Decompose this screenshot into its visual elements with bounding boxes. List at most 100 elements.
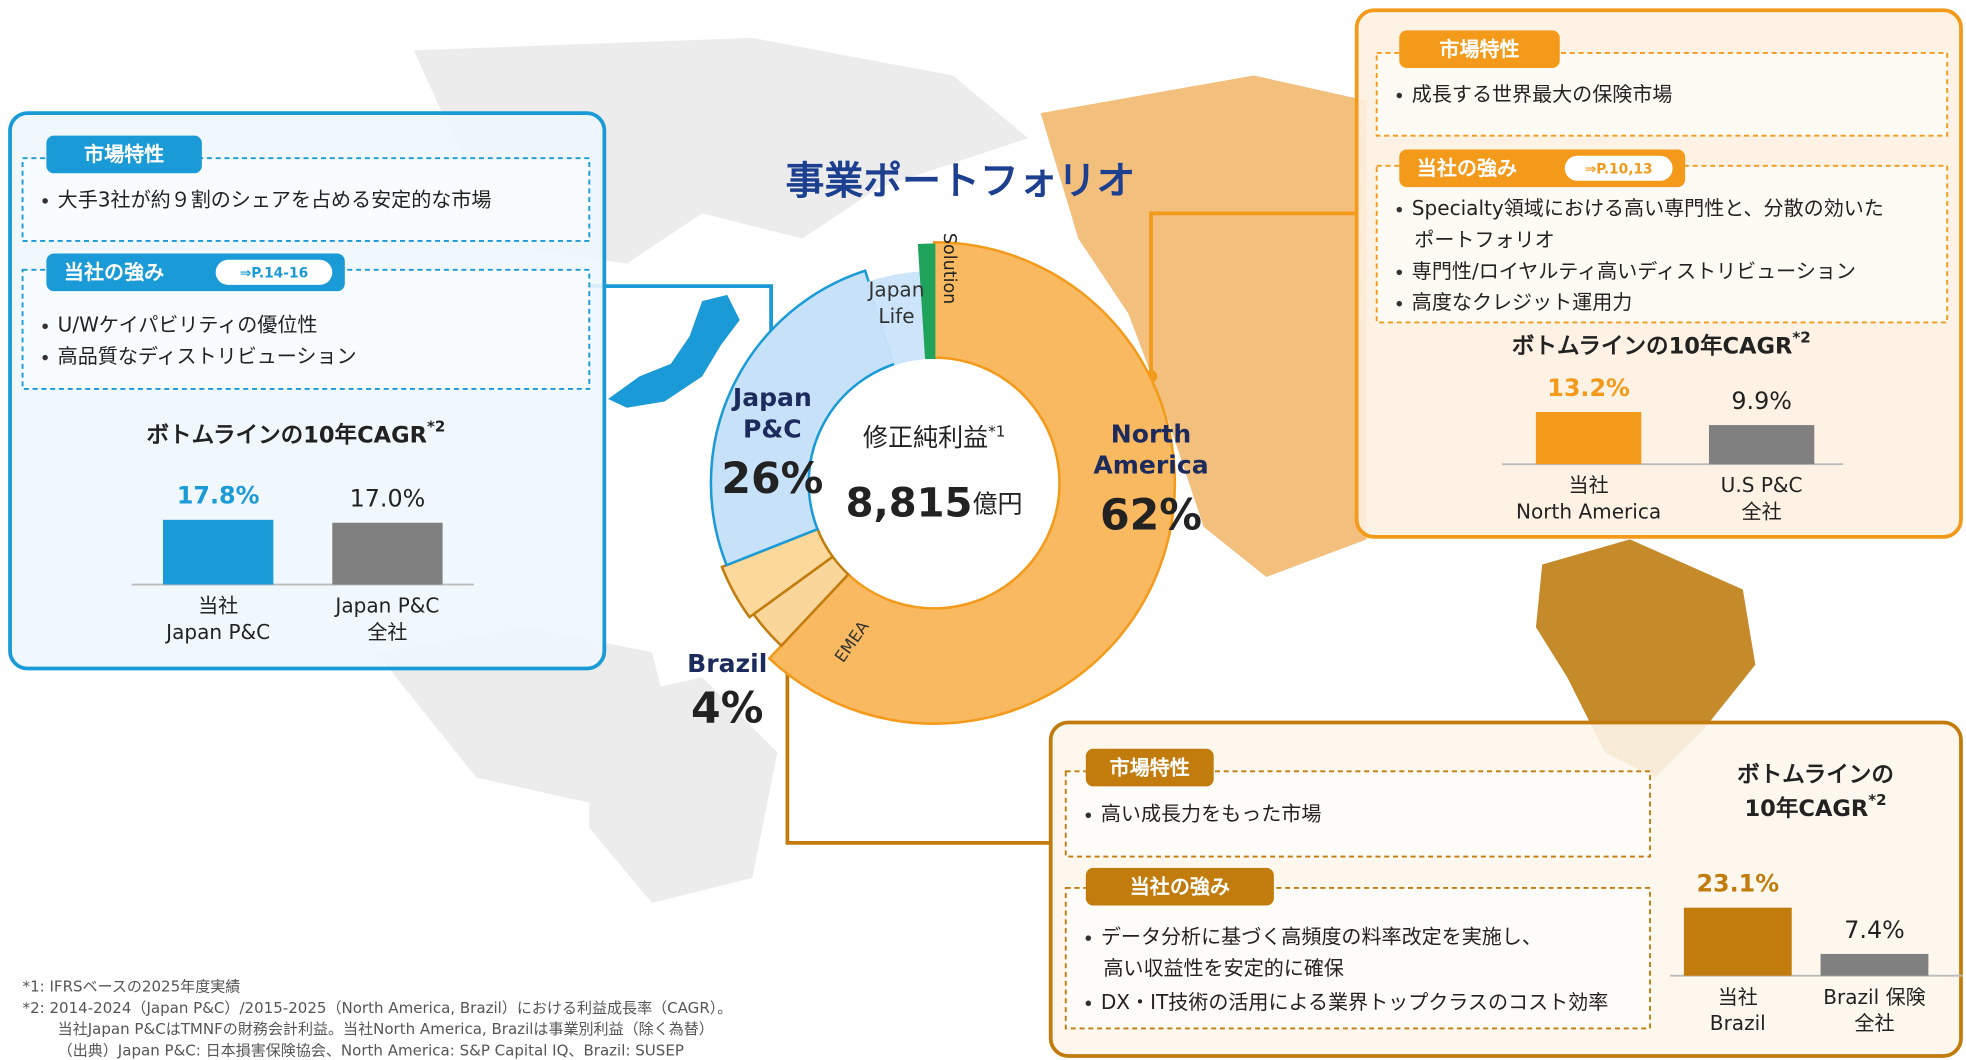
bar-value-label: 23.1%: [1696, 870, 1779, 898]
bullet-dot: [42, 354, 48, 361]
x-tick-label: U.S P&C: [1721, 473, 1803, 497]
page-ref: ⇒P.14-16: [240, 266, 308, 282]
segment-label: P&C: [743, 414, 802, 443]
map-north-america: [1040, 75, 1367, 578]
donut-segment: [709, 269, 897, 567]
center-value-number: 8,815: [846, 481, 973, 527]
bar: [332, 522, 443, 585]
section-pill: [1085, 748, 1214, 787]
bar: [1820, 953, 1929, 976]
x-tick-label: 全社: [1742, 500, 1782, 524]
bar-chart-title-text: ボトムラインの: [1737, 762, 1894, 788]
x-tick-label: 当社: [198, 594, 238, 618]
bullet-text: 高度なクレジット運用力: [1412, 290, 1633, 314]
bullet-text: 大手3社が約９割のシェアを占める安定的な市場: [58, 187, 492, 211]
bar-chart-title-note: *2: [1792, 328, 1810, 346]
segment-value: 62%: [1100, 491, 1202, 541]
bullet-dot: [1396, 269, 1403, 276]
bar-chart-title-text: ボトムラインの10年CAGR: [1512, 332, 1792, 359]
x-tick-label: North America: [1516, 500, 1661, 524]
bullet-text: 専門性/ロイヤルティ高いディストリビューション: [1412, 259, 1856, 283]
map-brazil: [1535, 539, 1756, 778]
center-label: 修正純利益*1: [863, 422, 1005, 452]
x-tick-label: Japan P&C: [333, 594, 439, 618]
map-land: [589, 677, 778, 904]
segment-label: Brazil: [687, 649, 767, 678]
donut-segment: [767, 240, 1177, 725]
bar-chart-title-note: *2: [1868, 791, 1886, 809]
bar: [1683, 907, 1792, 976]
bullet-text: ポートフォリオ: [1414, 227, 1554, 251]
section-pill: [1399, 30, 1560, 68]
bar-chart-title: ボトムラインの10年CAGR*2: [146, 417, 445, 448]
segment-label: Japan: [867, 278, 925, 302]
bullet-dot: [1085, 1000, 1092, 1007]
bar-chart-title: 10年CAGR*2: [1744, 791, 1886, 822]
section-label: 市場特性: [1110, 755, 1190, 779]
segment-label: Solution: [939, 233, 959, 304]
bullet-text: データ分析に基づく高頻度の料率改定を実施し、: [1101, 925, 1542, 949]
bar-value-label: 17.0%: [350, 485, 426, 513]
bullet-text: 高品質なディストリビューション: [58, 344, 357, 368]
section-label: 当社の強み: [1417, 156, 1517, 180]
footnote: （出典）Japan P&C: 日本損害保険協会、North America: S…: [58, 1041, 684, 1059]
section-pill: [46, 135, 202, 174]
bar-chart-title-text: 10年CAGR: [1744, 794, 1868, 821]
bar-chart-title-note: *2: [427, 417, 445, 435]
section-box: [1064, 887, 1651, 1030]
section-label: 市場特性: [84, 142, 164, 166]
x-tick-label: Brazil: [1710, 1011, 1766, 1035]
center-label-text: 修正純利益: [863, 423, 988, 452]
x-tick-label: 当社: [1569, 473, 1609, 497]
page-ref: ⇒P.10,13: [1585, 162, 1653, 178]
segment-value: 26%: [721, 454, 823, 504]
bar: [1535, 412, 1642, 465]
bullet-dot: [42, 323, 48, 330]
main-title: 事業ポートフォリオ: [786, 159, 1136, 204]
center-value-unit: 億円: [972, 490, 1022, 519]
connector: [785, 627, 1051, 845]
section-pill: [1085, 867, 1274, 906]
segment-label: America: [1093, 451, 1208, 480]
bar: [1708, 425, 1815, 465]
x-tick-label: 当社: [1718, 985, 1758, 1009]
section-label: 当社の強み: [1130, 874, 1230, 898]
bar-value-label: 13.2%: [1547, 374, 1630, 402]
bar-chart-title: ボトムラインの10年CAGR*2: [1512, 328, 1811, 359]
page-ref-pill: [215, 259, 333, 285]
segment-value: 4%: [691, 684, 763, 734]
segment-label: Life: [878, 304, 914, 328]
bullet-text: 高い成長力をもった市場: [1101, 802, 1322, 826]
bar-chart-title: ボトムラインの: [1737, 762, 1894, 788]
center-value: 8,815億円: [846, 481, 1023, 527]
bullet-dot: [1396, 206, 1403, 213]
segment-label: Japan: [731, 383, 812, 412]
map-japan: [608, 294, 740, 408]
connector: [1149, 211, 1357, 377]
x-tick-label: 全社: [367, 620, 407, 644]
connector: [589, 284, 773, 361]
bullet-dot: [1085, 812, 1092, 819]
footnote: 当社Japan P&CはTMNFの財務会計利益。当社North America,…: [58, 1020, 714, 1038]
center-label-note: *1: [988, 422, 1005, 440]
section-label: 当社の強み: [64, 260, 164, 284]
bullet-dot: [1396, 92, 1403, 99]
bullet-dot: [1085, 935, 1092, 941]
bullet-text: U/Wケイパビリティの優位性: [58, 313, 318, 337]
bullet-dot: [1396, 300, 1403, 307]
section-label: 市場特性: [1439, 37, 1519, 61]
segment-label: North: [1111, 419, 1191, 448]
x-tick-label: Japan P&C: [164, 620, 270, 644]
bar: [162, 519, 274, 585]
page-ref-pill: [1564, 155, 1673, 181]
x-tick-label: Brazil 保険: [1823, 985, 1925, 1009]
bar-value-label: 7.4%: [1844, 916, 1905, 944]
bullet-text: 高い収益性を安定的に確保: [1103, 956, 1344, 980]
bullet-text: Specialty領域における高い専門性と、分散の効いた: [1412, 196, 1884, 220]
x-tick-label: 全社: [1854, 1011, 1894, 1035]
bullet-text: 成長する世界最大の保険市場: [1412, 82, 1673, 106]
